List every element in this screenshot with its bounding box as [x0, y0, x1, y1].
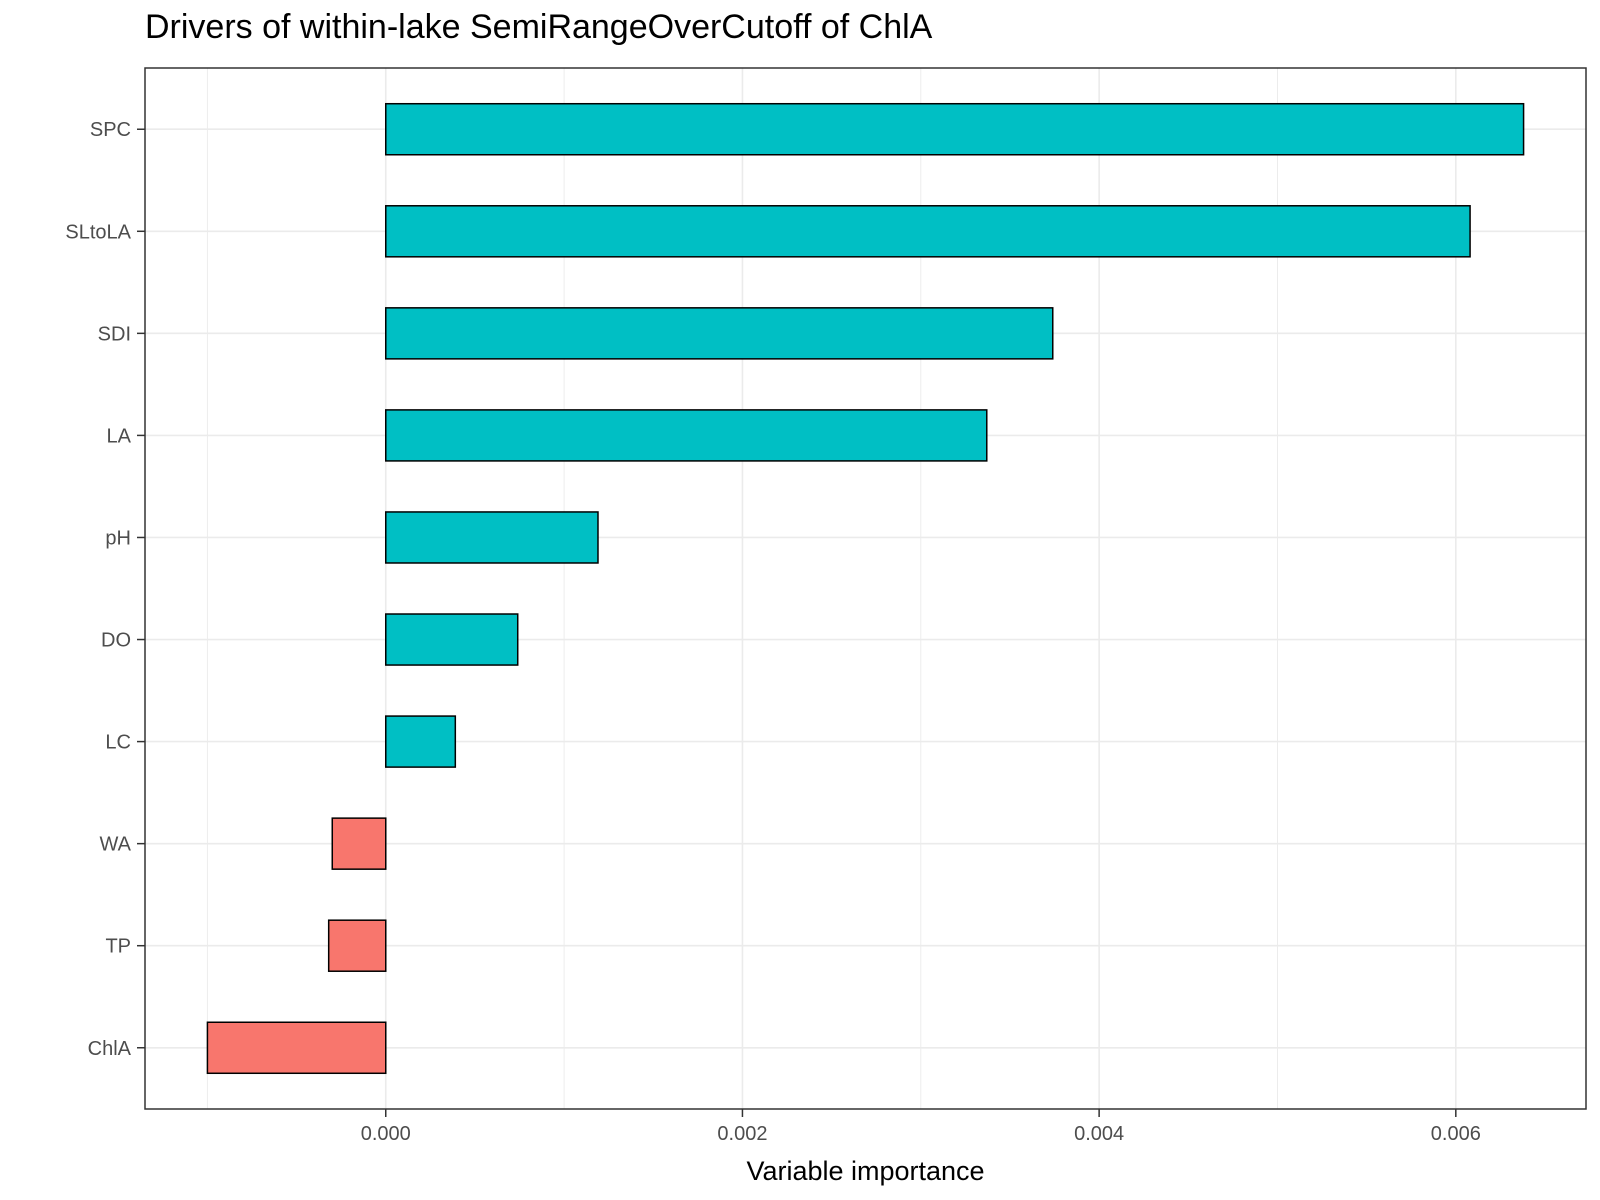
bar-wa — [331, 817, 387, 870]
plot-panel-border — [144, 67, 1587, 1110]
bar-sdi — [385, 307, 1054, 360]
y-tick-label-lc: LC — [105, 732, 131, 754]
bar-tp — [327, 919, 387, 972]
y-tick-label-sdi: SDI — [98, 323, 131, 345]
bar-spc — [385, 102, 1525, 156]
bar-sltola — [385, 205, 1471, 258]
x-tick-label: 0.000 — [361, 1123, 411, 1145]
y-tick-label-la: LA — [107, 425, 132, 447]
y-tick-label-sltola: SLtoLA — [65, 221, 131, 243]
x-tick-label: 0.002 — [717, 1123, 767, 1145]
y-tick-label-do: DO — [101, 630, 131, 652]
axes: SPC SLtoLA SDI LA pH DO LC WA TP ChlA 0.000 0.002 0.… — [65, 119, 1480, 1145]
x-tick-label: 0.006 — [1431, 1123, 1481, 1145]
y-tick-label-chla: ChlA — [88, 1038, 132, 1060]
bar-chla — [206, 1021, 387, 1075]
chart-title: Drivers of within-lake SemiRangeOverCuto… — [145, 8, 933, 46]
bar-ph — [385, 511, 599, 564]
y-tick-label-wa: WA — [100, 834, 132, 856]
x-tick-label: 0.004 — [1074, 1123, 1124, 1145]
bar-lc — [385, 715, 457, 768]
bar-do — [385, 613, 519, 666]
x-axis-title: Variable importance — [746, 1156, 984, 1186]
y-tick-label-tp: TP — [105, 936, 131, 958]
bars — [206, 102, 1525, 1075]
y-tick-label-ph: pH — [105, 527, 131, 549]
bar-la — [385, 409, 988, 462]
y-tick-label-spc: SPC — [90, 119, 131, 141]
